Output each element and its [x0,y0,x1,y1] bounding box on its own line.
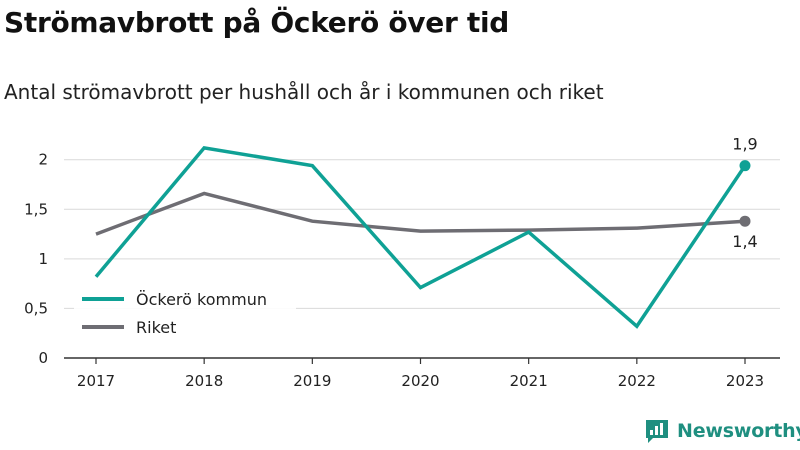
y-tick-label: 0,5 [24,299,48,317]
series-line-riket [95,191,746,236]
brand-name: Newsworthy [677,420,800,442]
legend-label: Öckerö kommun [136,290,267,309]
newsworthy-logo-icon [646,420,668,443]
x-tick-label: 2019 [293,372,331,390]
y-tick-label: 1 [38,250,48,268]
x-tick-label: 2018 [185,372,223,390]
page-title: Strömavbrott på Öckerö över tid [4,6,510,39]
annotations: 1,9 1,4 [732,135,757,252]
series-line-kommun [94,145,747,329]
y-tick-label: 2 [38,151,48,169]
data-label: 1,4 [732,232,757,251]
legend-label: Riket [136,318,176,337]
end-point-kommun [739,160,751,172]
series-lines [94,145,751,329]
legend: Öckerö kommun Riket [74,284,296,346]
y-tick-label: 1,5 [24,200,48,218]
x-axis-ticks: 2017 2018 2019 2020 2021 2022 2023 [77,358,764,390]
x-tick-label: 2023 [726,372,764,390]
x-tick-label: 2017 [77,372,115,390]
grid-lines [64,159,780,359]
legend-background [74,284,296,346]
y-axis-ticks: 0 0,5 1 1,5 2 [24,151,48,367]
brand-logo: Newsworthy [644,418,800,444]
x-tick-label: 2021 [510,372,548,390]
page-subtitle: Antal strömavbrott per hushåll och år i … [4,80,604,104]
x-tick-label: 2020 [401,372,439,390]
end-point-riket [739,215,751,227]
data-label: 1,9 [732,135,757,154]
y-tick-label: 0 [38,349,48,367]
x-tick-label: 2022 [618,372,656,390]
